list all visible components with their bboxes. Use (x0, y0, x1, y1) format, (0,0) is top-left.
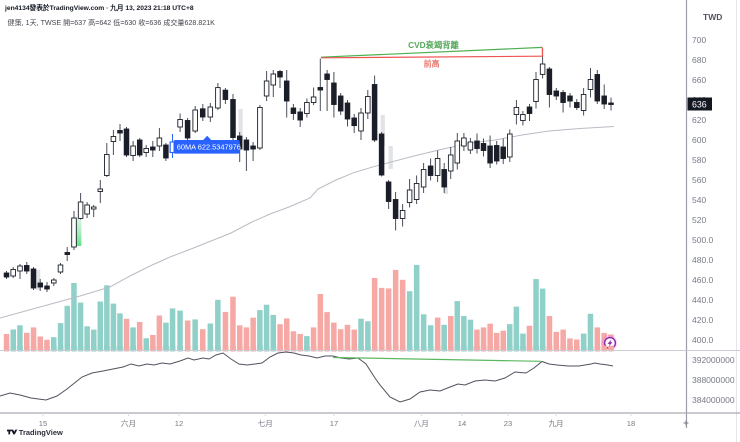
svg-text:440.0: 440.0 (692, 295, 714, 305)
svg-text:17: 17 (330, 419, 338, 428)
svg-text:60MA 622.5347976: 60MA 622.5347976 (177, 143, 241, 152)
svg-text:jen4134發表於TradingView.com · 九月: jen4134發表於TradingView.com · 九月 13, 2023 … (4, 3, 194, 12)
svg-text:560: 560 (692, 175, 706, 185)
svg-text:392000000: 392000000 (692, 355, 735, 365)
svg-text:前高: 前高 (424, 59, 440, 69)
svg-text:660: 660 (692, 75, 706, 85)
svg-text:636: 636 (692, 99, 707, 109)
svg-text:TradingView: TradingView (19, 428, 63, 437)
svg-text:TWD: TWD (703, 12, 722, 22)
svg-text:14: 14 (458, 419, 466, 428)
svg-text:700: 700 (692, 35, 706, 45)
svg-text:15: 15 (39, 419, 47, 428)
svg-text:23: 23 (504, 419, 512, 428)
svg-text:健策, 1天, TWSE 開=637 高=642 低=: 健策, 1天, TWSE 開=637 高=642 低=630 收=636 成交量… (8, 18, 216, 27)
svg-text:九月: 九月 (548, 419, 563, 428)
svg-text:680: 680 (692, 55, 706, 65)
svg-text:CVD衰竭背離: CVD衰竭背離 (408, 40, 459, 50)
svg-text:580: 580 (692, 155, 706, 165)
svg-text:600: 600 (692, 135, 706, 145)
svg-text:520: 520 (692, 215, 706, 225)
svg-text:540: 540 (692, 195, 706, 205)
svg-text:620: 620 (692, 115, 706, 125)
svg-text:480.0: 480.0 (692, 255, 714, 265)
svg-text:420.0: 420.0 (692, 315, 714, 325)
svg-text:七月: 七月 (258, 419, 273, 428)
svg-text:六月: 六月 (121, 418, 136, 428)
svg-text:388000000: 388000000 (692, 375, 735, 385)
svg-text:384000000: 384000000 (692, 395, 735, 405)
svg-text:400.0: 400.0 (692, 335, 714, 345)
svg-text:18: 18 (627, 419, 635, 428)
svg-text:八月: 八月 (414, 419, 429, 428)
svg-text:460.0: 460.0 (692, 275, 714, 285)
svg-text:500.0: 500.0 (692, 235, 714, 245)
svg-text:12: 12 (175, 419, 183, 428)
